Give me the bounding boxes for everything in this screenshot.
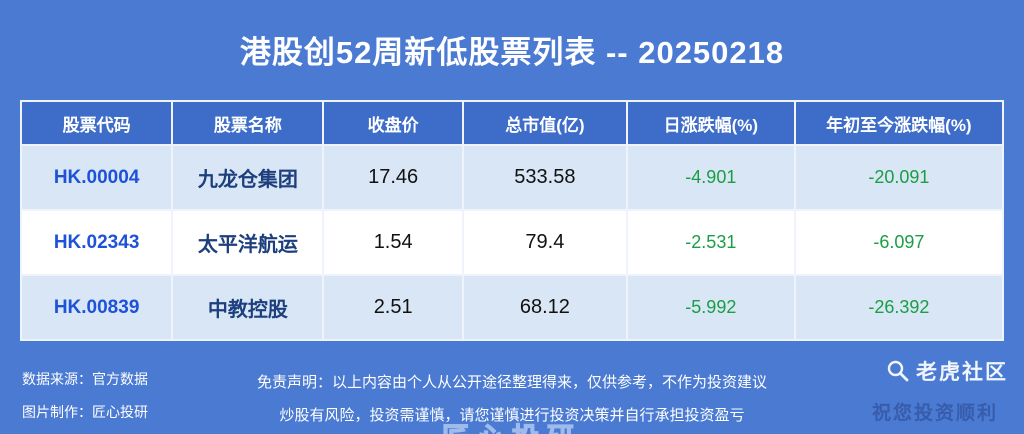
table-row: HK.00004 九龙仓集团 17.46 533.58 -4.901 -20.0… [19,144,1005,211]
brand-logo: 老虎社区 [886,356,1008,386]
col-header-close: 收盘价 [322,100,464,146]
cell-ytd-change: -26.392 [793,274,1005,341]
col-header-code: 股票代码 [19,100,174,146]
cell-close: 1.54 [322,209,464,276]
cell-day-change: -5.992 [625,274,796,341]
footer-left: 数据来源：官方数据 图片制作：匠心投研 [22,363,148,429]
col-header-day-change: 日涨跌幅(%) [625,100,796,146]
col-header-marketcap: 总市值(亿) [461,100,628,146]
cell-marketcap: 533.58 [461,144,628,211]
table-row: HK.00839 中教控股 2.51 68.12 -5.992 -26.392 [19,274,1005,341]
col-header-name: 股票名称 [171,100,325,146]
cell-code: HK.02343 [19,209,174,276]
brand-logo-text: 老虎社区 [916,361,1008,384]
cell-day-change: -4.901 [625,144,796,211]
cell-name: 中教控股 [171,274,325,341]
table-header-row: 股票代码 股票名称 收盘价 总市值(亿) 日涨跌幅(%) 年初至今涨跌幅(%) [19,100,1005,146]
cell-marketcap: 68.12 [461,274,628,341]
cell-marketcap: 79.4 [461,209,628,276]
cell-day-change: -2.531 [625,209,796,276]
disclaimer-line-1: 免责声明：以上内容由个人从公开途径整理得来，仅供参考，不作为投资建议 [256,374,767,391]
cell-ytd-change: -6.097 [793,209,1005,276]
cell-code: HK.00004 [19,144,174,211]
image-maker-label: 图片制作：匠心投研 [22,404,148,420]
cell-close: 17.46 [322,144,464,211]
table-row: HK.02343 太平洋航运 1.54 79.4 -2.531 -6.097 [19,209,1005,276]
cell-close: 2.51 [322,274,464,341]
cell-ytd-change: -20.091 [793,144,1005,211]
page-title: 港股创52周新低股票列表 -- 20250218 [239,35,785,70]
disclaimer-line-2: 炒股有风险，投资需谨慎，请您谨慎进行投资决策并自行承担投资盈亏 [279,407,745,424]
data-source-label: 数据来源：官方数据 [22,371,148,387]
magnifier-icon [886,359,910,383]
col-header-ytd-change: 年初至今涨跌幅(%) [793,100,1005,146]
cell-name: 九龙仓集团 [171,144,325,211]
cell-code: HK.00839 [19,274,174,341]
cell-name: 太平洋航运 [171,209,325,276]
disclaimer: 免责声明：以上内容由个人从公开途径整理得来，仅供参考，不作为投资建议 炒股有风险… [0,366,1024,432]
watermark-center: 匠心投研 [441,416,582,434]
stock-table: 股票代码 股票名称 收盘价 总市值(亿) 日涨跌幅(%) 年初至今涨跌幅(%) … [19,100,1005,341]
watermark-right: 祝您投资顺利 [871,403,998,424]
